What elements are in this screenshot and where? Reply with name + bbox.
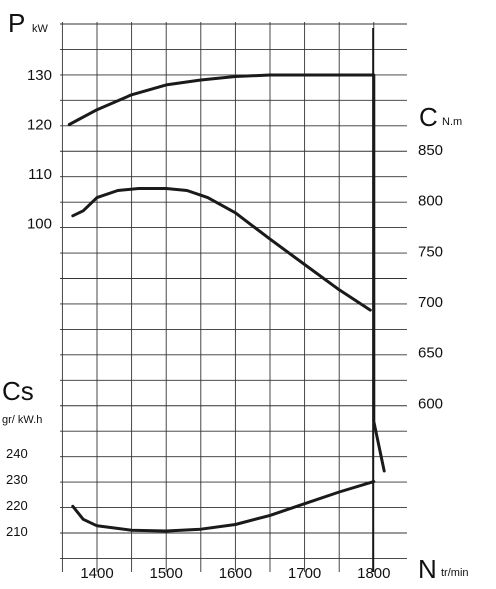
torque-tick-label: 650 bbox=[418, 345, 443, 362]
curve-cs bbox=[71, 480, 376, 533]
torque-axis-label: C bbox=[419, 102, 438, 132]
x-axis-unit: tr/min bbox=[441, 567, 469, 579]
power-tick-label: 100 bbox=[27, 216, 52, 233]
torque-tick-label: 750 bbox=[418, 243, 443, 260]
curve-c bbox=[71, 187, 372, 312]
chart-labels: 1400 1500 1600 1700 1800 100 110 120 130 600 650 70… bbox=[2, 8, 469, 584]
torque-tick-label: 700 bbox=[418, 294, 443, 311]
chart-grid bbox=[60, 22, 407, 572]
curve-p bbox=[67, 73, 386, 473]
torque-tick-label: 800 bbox=[418, 193, 443, 210]
x-tick-label: 1400 bbox=[80, 565, 113, 582]
consumption-tick-label: 220 bbox=[6, 498, 28, 513]
power-axis-unit: kW bbox=[32, 23, 49, 35]
torque-tick-label: 850 bbox=[418, 142, 443, 159]
x-axis-label: N bbox=[418, 554, 437, 584]
consumption-tick-label: 240 bbox=[6, 446, 28, 461]
x-tick-label: 1600 bbox=[219, 565, 252, 582]
power-tick-label: 110 bbox=[28, 166, 52, 183]
torque-axis-unit: N.m bbox=[442, 116, 462, 128]
x-tick-label: 1800 bbox=[357, 565, 390, 582]
consumption-axis-label: Cs bbox=[2, 376, 34, 406]
consumption-axis-unit: gr/ kW.h bbox=[2, 414, 42, 426]
power-tick-label: 120 bbox=[27, 117, 52, 134]
consumption-tick-label: 210 bbox=[6, 524, 28, 539]
consumption-tick-label: 230 bbox=[6, 472, 28, 487]
power-axis-label: P bbox=[8, 8, 25, 38]
x-tick-label: 1700 bbox=[288, 565, 321, 582]
x-tick-label: 1500 bbox=[150, 565, 183, 582]
power-tick-label: 130 bbox=[27, 67, 52, 84]
chart-curves bbox=[67, 73, 386, 533]
torque-tick-label: 600 bbox=[418, 395, 443, 412]
